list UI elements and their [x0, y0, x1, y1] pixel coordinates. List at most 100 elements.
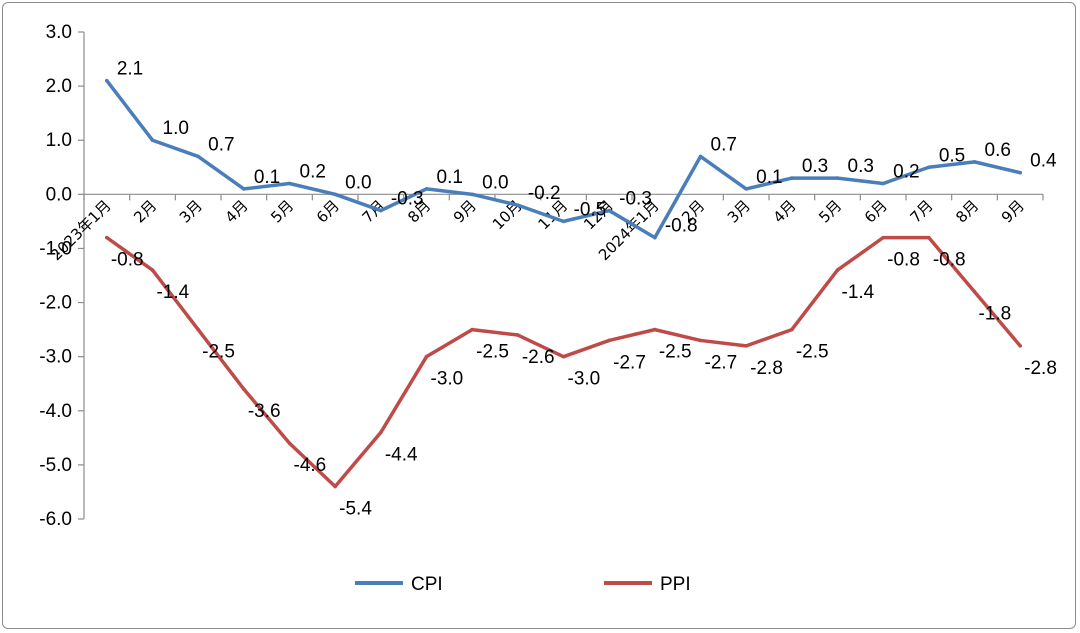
ppi-data-label: -3.6 [248, 401, 281, 422]
cpi-point [698, 154, 703, 159]
x-tick-label: 5月 [267, 196, 297, 226]
cpi-data-label: 0.1 [756, 167, 782, 188]
cpi-data-label: 1.0 [163, 118, 189, 139]
cpi-point [516, 203, 520, 207]
cpi-point [653, 235, 657, 240]
cpi-data-label: 0.1 [254, 167, 280, 188]
cpi-point [196, 154, 200, 159]
y-tick-label: -3.0 [39, 347, 72, 368]
ppi-data-label: -5.4 [339, 499, 372, 520]
ppi-point [379, 430, 383, 435]
ppi-data-label: -4.4 [385, 444, 418, 465]
cpi-point [333, 192, 337, 197]
ppi-point [242, 387, 246, 391]
ppi-data-label: -2.5 [659, 342, 692, 363]
y-tick-label: -1.0 [39, 238, 72, 259]
cpi-data-label: 0.7 [711, 134, 737, 155]
cpi-point [424, 187, 429, 191]
cpi-data-label: -0.3 [619, 189, 652, 210]
x-tick-label: 2月 [130, 196, 160, 226]
cpi-data-label: -0.8 [665, 216, 698, 237]
cpi-point [607, 208, 611, 213]
ppi-data-label: -0.8 [887, 250, 920, 271]
cpi-data-label: 0.2 [300, 162, 326, 183]
ppi-data-label: -2.6 [522, 347, 555, 368]
ppi-data-label: -2.8 [1024, 358, 1057, 379]
cpi-point [150, 138, 155, 143]
ppi-point [698, 338, 703, 343]
ppi-point [424, 354, 429, 359]
ppi-point [287, 441, 292, 446]
x-tick-label: 2023年1月 [47, 196, 115, 264]
cpi-point [561, 219, 566, 224]
ppi-point [927, 235, 931, 240]
cpi-data-label: -0.2 [528, 183, 561, 204]
ppi-data-label: -3.0 [568, 369, 601, 390]
y-tick-label: -6.0 [39, 509, 72, 530]
cpi-point [881, 181, 885, 186]
cpi-data-label: 0.6 [985, 140, 1011, 161]
ppi-data-label: -2.5 [476, 342, 509, 363]
cpi-data-label: 2.1 [117, 59, 143, 80]
ppi-point [607, 338, 611, 343]
cpi-data-label: 0.5 [939, 145, 965, 166]
ppi-data-label: -4.6 [294, 455, 327, 476]
y-axis: 3.0 2.0 1.0 0.0 -1.0 -2.0 -3.0 -4.0 -5.0 -6.0 [39, 22, 85, 530]
ppi-point [835, 268, 840, 272]
x-tick-label: 3月 [176, 196, 206, 226]
cpi-data-label: 0.0 [482, 172, 508, 193]
cpi-point [105, 78, 109, 83]
y-tick-label: -4.0 [39, 401, 72, 422]
ppi-data-label: -3.0 [431, 369, 464, 390]
cpi-point [379, 208, 383, 213]
ppi-data-label: -1.8 [979, 304, 1012, 325]
cpi-data-label: 0.1 [437, 167, 463, 188]
legend: CPI PPI [355, 574, 691, 595]
ppi-data-label: -0.8 [933, 250, 966, 271]
cpi-data-label: -0.3 [391, 189, 424, 210]
ppi-data-label: -1.4 [842, 282, 875, 303]
cpi-point [1018, 170, 1022, 175]
ppi-legend-label: PPI [660, 574, 691, 595]
data-labels: 2.1 1.0 0.7 0.1 0.2 0.0 -0.3 0.1 0.0 -0.2 -0.5 -0.3… [111, 59, 1057, 520]
cpi-point [470, 192, 474, 197]
y-tick-label: -5.0 [39, 455, 72, 476]
ppi-point [881, 235, 885, 240]
ppi-point [744, 344, 748, 348]
cpi-data-label: 0.4 [1030, 151, 1057, 172]
cpi-point [242, 187, 246, 191]
y-tick-label: -2.0 [39, 293, 72, 314]
series-layer [105, 78, 1022, 489]
x-tick-label: 9月 [450, 196, 480, 226]
ppi-point [105, 235, 109, 240]
ppi-point [972, 289, 977, 294]
ppi-point [150, 268, 155, 272]
ppi-point [1018, 344, 1022, 348]
cpi-point [972, 160, 977, 164]
x-tick-label: 5月 [815, 196, 845, 226]
ppi-data-label: -1.4 [157, 282, 190, 303]
x-tick-label: 8月 [952, 196, 982, 226]
ppi-point [516, 333, 520, 337]
ppi-point [561, 354, 566, 359]
y-tick-label: 0.0 [46, 184, 72, 205]
ppi-data-label: -0.8 [111, 250, 144, 271]
y-tick-label: 2.0 [46, 76, 72, 97]
x-tick-label: 6月 [861, 196, 891, 226]
x-tick-label: 3月 [724, 196, 754, 226]
ppi-data-label: -2.8 [750, 358, 783, 379]
cpi-data-label: 0.3 [802, 156, 828, 177]
cpi-point [835, 176, 840, 180]
cpi-point [790, 176, 794, 180]
ppi-point [333, 484, 337, 489]
cpi-data-label: 0.2 [893, 162, 919, 183]
ppi-point [790, 327, 794, 332]
cpi-data-label: 0.3 [848, 156, 874, 177]
cpi-data-label: 0.7 [208, 134, 234, 155]
y-tick-label: 3.0 [46, 22, 72, 43]
ppi-data-label: -2.7 [705, 352, 738, 373]
ppi-series-line [105, 235, 1022, 489]
y-tick-label: 1.0 [46, 130, 72, 151]
